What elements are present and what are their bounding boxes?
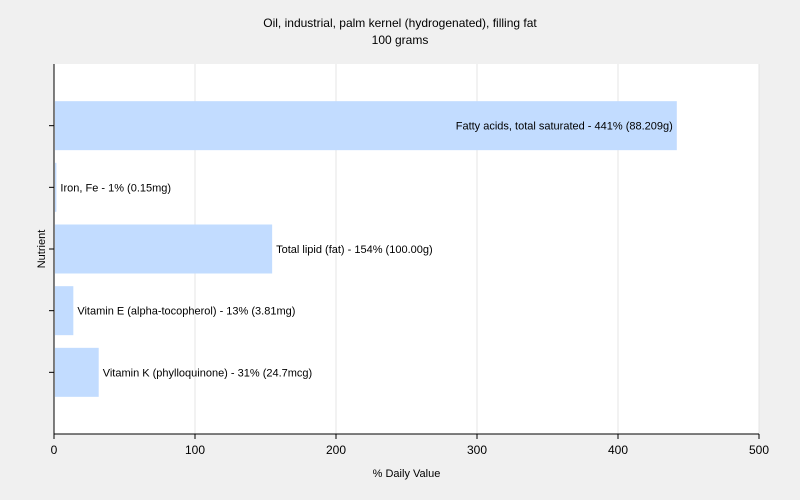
bar <box>55 347 99 397</box>
data-label: Vitamin K (phylloquinone) - 31% (24.7mcg… <box>103 367 313 379</box>
data-label: Total lipid (fat) - 154% (100.00g) <box>276 244 433 256</box>
data-label: Iron, Fe - 1% (0.15mg) <box>60 182 171 194</box>
data-label: Fatty acids, total saturated - 441% (88.… <box>456 121 673 133</box>
x-tick-label: 200 <box>326 443 346 457</box>
bar <box>55 101 677 151</box>
x-tick-label: 500 <box>749 443 769 457</box>
chart-subtitle: 100 grams <box>371 33 429 47</box>
x-axis-title: % Daily Value <box>373 468 441 480</box>
data-label: Vitamin E (alpha-tocopherol) - 13% (3.81… <box>77 306 295 318</box>
y-axis-title: Nutrient <box>36 230 48 269</box>
x-tick-label: 400 <box>608 443 628 457</box>
x-tick-label: 0 <box>51 443 58 457</box>
chart-title: Oil, industrial, palm kernel (hydrogenat… <box>263 16 537 30</box>
x-tick-label: 300 <box>467 443 487 457</box>
x-tick-label: 100 <box>185 443 205 457</box>
bar <box>55 224 273 274</box>
bar <box>55 162 57 212</box>
bar <box>55 286 74 336</box>
